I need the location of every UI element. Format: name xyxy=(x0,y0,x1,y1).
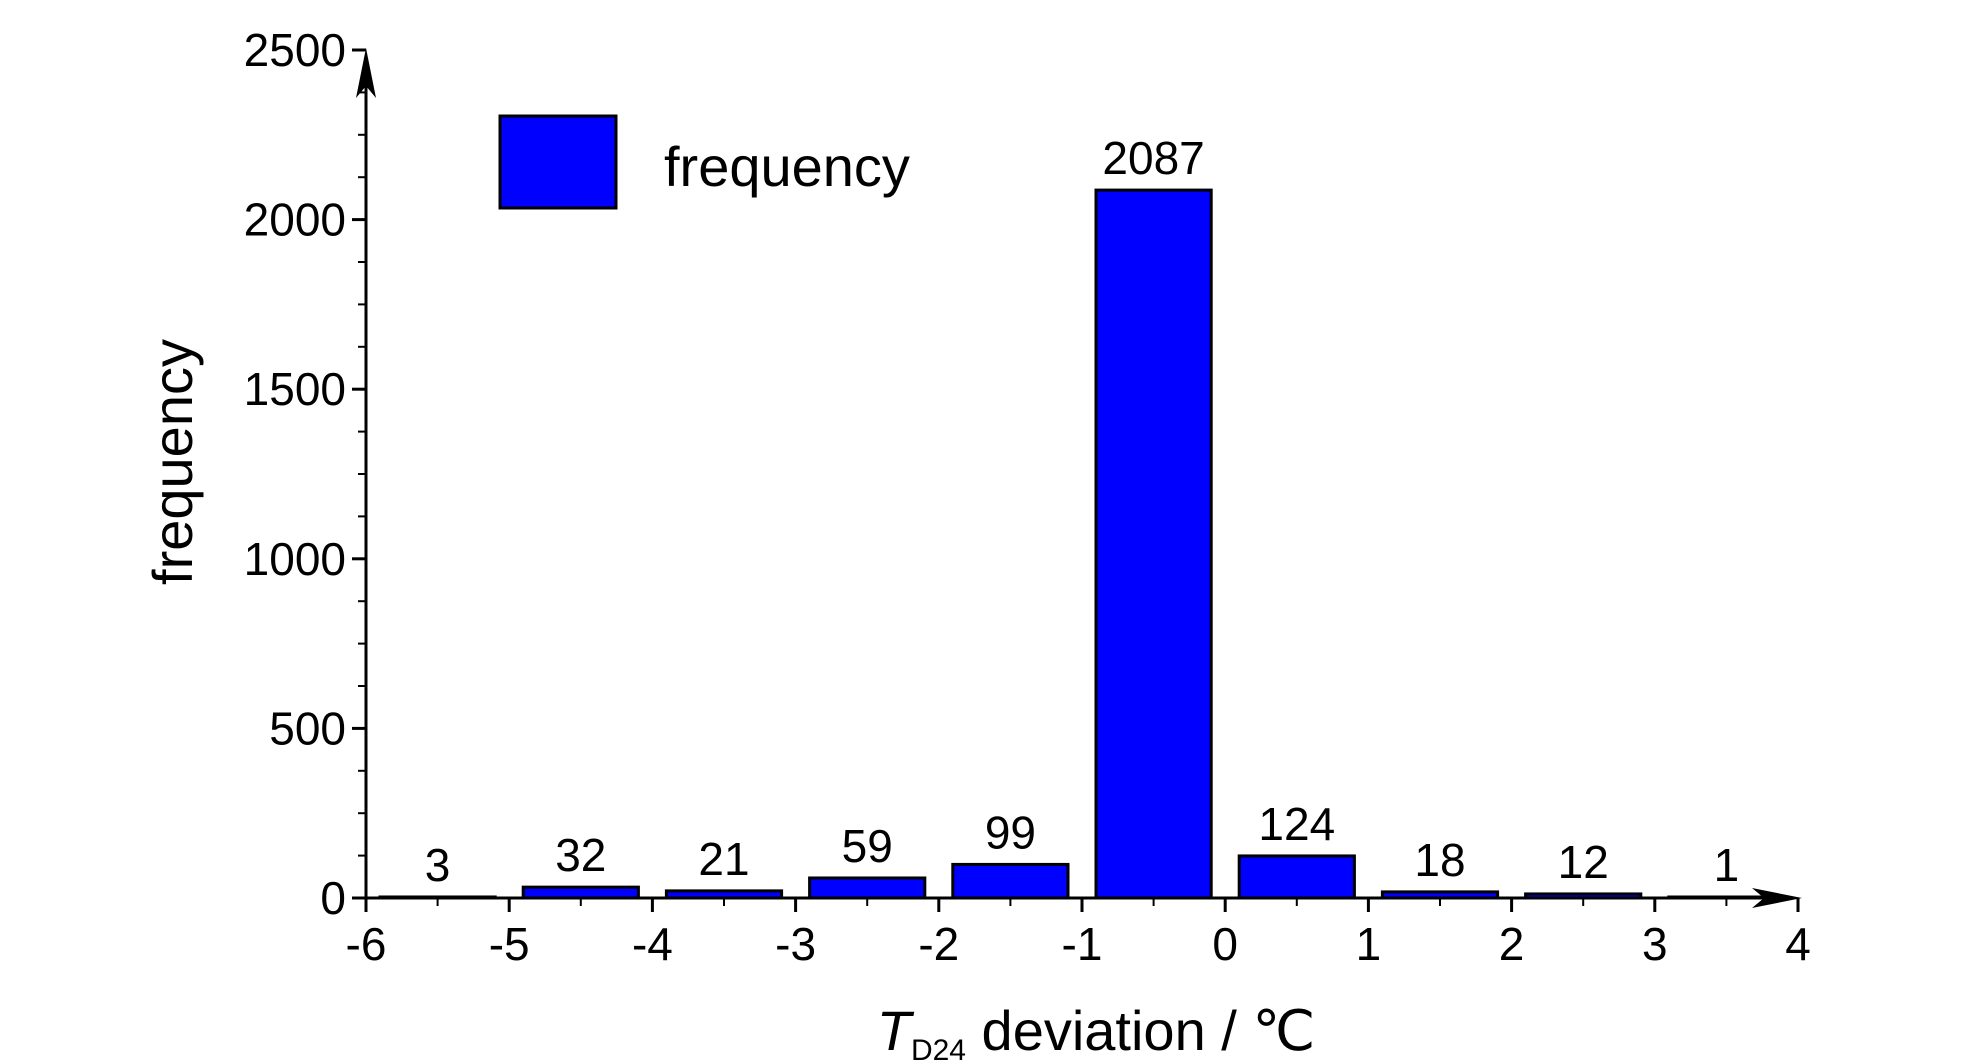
x-tick-label-9: 3 xyxy=(1642,918,1668,970)
y-tick-labels-group: 0 500 1000 1500 2000 2500 xyxy=(244,24,346,924)
x-tick-label-2: -4 xyxy=(632,918,673,970)
data-label-4: 99 xyxy=(985,806,1036,858)
x-axis-title: TD24 deviation / ℃ xyxy=(877,999,1316,1063)
y-tick-label-1: 500 xyxy=(269,702,346,754)
x-tick-label-1: -5 xyxy=(489,918,530,970)
legend: frequency xyxy=(498,114,910,210)
y-tick-label-2: 1000 xyxy=(244,533,346,585)
data-label-2: 21 xyxy=(698,833,749,885)
bar-5 xyxy=(1094,188,1213,900)
bar-3 xyxy=(808,876,927,900)
x-tick-label-4: -2 xyxy=(918,918,959,970)
y-axis-arrow xyxy=(356,48,376,98)
bar-4 xyxy=(951,862,1070,900)
y-tick-label-0: 0 xyxy=(320,872,346,924)
data-label-1: 32 xyxy=(555,829,606,881)
y-axis-title: frequency xyxy=(141,339,204,585)
x-axis-arrow xyxy=(1752,888,1802,908)
x-tick-label-5: -1 xyxy=(1062,918,1103,970)
data-label-0: 3 xyxy=(425,839,451,891)
data-label-6: 124 xyxy=(1258,798,1335,850)
bar-6 xyxy=(1237,854,1356,900)
data-label-5: 2087 xyxy=(1102,132,1204,184)
data-label-8: 12 xyxy=(1558,836,1609,888)
axes-group xyxy=(352,48,1802,912)
x-axis-title-subscript: D24 xyxy=(911,1034,966,1063)
x-tick-label-3: -3 xyxy=(775,918,816,970)
data-labels-group: 3 32 21 59 99 2087 124 18 12 1 xyxy=(425,132,1739,891)
y-tick-label-4: 2000 xyxy=(244,194,346,246)
x-tick-label-6: 0 xyxy=(1212,918,1238,970)
x-tick-label-10: 4 xyxy=(1785,918,1811,970)
legend-swatch xyxy=(498,114,618,210)
data-label-7: 18 xyxy=(1414,834,1465,886)
bars-group xyxy=(378,188,1786,900)
x-axis-title-symbol: T xyxy=(877,999,915,1062)
legend-label: frequency xyxy=(664,135,910,198)
y-tick-label-5: 2500 xyxy=(244,24,346,76)
x-tick-label-0: -6 xyxy=(346,918,387,970)
y-tick-label-3: 1500 xyxy=(244,363,346,415)
x-tick-labels-group: -6 -5 -4 -3 -2 -1 0 1 2 3 4 xyxy=(346,918,1811,970)
data-label-9: 1 xyxy=(1714,839,1740,891)
bar-1 xyxy=(521,885,640,900)
x-tick-label-8: 2 xyxy=(1499,918,1525,970)
x-axis-title-rest: deviation / ℃ xyxy=(966,999,1315,1062)
x-tick-label-7: 1 xyxy=(1356,918,1382,970)
data-label-3: 59 xyxy=(842,820,893,872)
